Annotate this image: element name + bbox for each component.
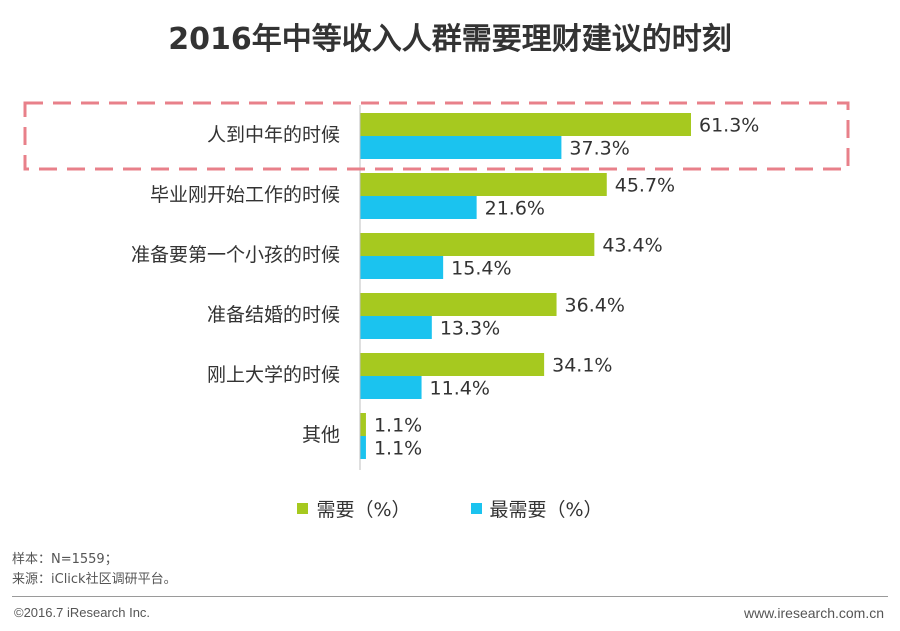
category-label: 准备要第一个小孩的时候 bbox=[131, 244, 340, 266]
value-label-most-need: 1.1% bbox=[374, 438, 422, 460]
bar-most-need bbox=[360, 196, 477, 219]
source-note: 来源：iClick社区调研平台。 bbox=[12, 572, 177, 587]
chart-title: 2016年中等收入人群需要理财建议的时刻 bbox=[168, 22, 732, 57]
value-label-need: 45.7% bbox=[615, 175, 675, 197]
bar-need bbox=[360, 413, 366, 436]
value-label-need: 1.1% bbox=[374, 415, 422, 437]
highlight-box bbox=[23, 101, 850, 171]
legend-label-most-need: 最需要（%） bbox=[489, 499, 603, 521]
bar-most-need bbox=[360, 136, 562, 159]
value-label-most-need: 15.4% bbox=[451, 258, 511, 280]
bar-most-need bbox=[360, 316, 432, 339]
value-label-need: 34.1% bbox=[552, 355, 612, 377]
legend-item-most-need: 最需要（%） bbox=[470, 495, 603, 522]
bar-need bbox=[360, 353, 545, 376]
category-label: 准备结婚的时候 bbox=[207, 304, 340, 326]
bar-most-need bbox=[360, 436, 366, 459]
bar-most-need bbox=[360, 256, 444, 279]
legend: 需要（%） 最需要（%） bbox=[0, 495, 900, 522]
copyright: ©2016.7 iResearch Inc. bbox=[14, 605, 151, 620]
value-label-need: 61.3% bbox=[699, 115, 759, 137]
bar-chart: 人到中年的时候 61.3% 37.3% 毕业刚开始工作的时候 45.7% 21.6% 准备要… bbox=[23, 101, 850, 470]
value-label-most-need: 37.3% bbox=[569, 138, 629, 160]
category-label: 其他 bbox=[302, 424, 340, 446]
bar-need bbox=[360, 173, 607, 196]
footer-divider bbox=[12, 596, 888, 597]
value-label-need: 43.4% bbox=[602, 235, 662, 257]
website: www.iresearch.com.cn bbox=[743, 605, 884, 621]
value-label-most-need: 11.4% bbox=[430, 378, 490, 400]
legend-item-need: 需要（%） bbox=[297, 495, 411, 522]
category-label: 毕业刚开始工作的时候 bbox=[150, 184, 340, 206]
legend-swatch-most-need bbox=[470, 503, 482, 514]
legend-label-need: 需要（%） bbox=[316, 499, 411, 521]
bar-need bbox=[360, 233, 595, 256]
category-label: 人到中年的时候 bbox=[207, 124, 340, 146]
category-label: 刚上大学的时候 bbox=[207, 364, 340, 386]
bar-most-need bbox=[360, 376, 422, 399]
legend-swatch-need bbox=[297, 503, 309, 514]
bar-need bbox=[360, 293, 557, 316]
value-label-most-need: 13.3% bbox=[440, 318, 500, 340]
bar-need bbox=[360, 113, 691, 136]
value-label-most-need: 21.6% bbox=[485, 198, 545, 220]
value-label-need: 36.4% bbox=[565, 295, 625, 317]
sample-note: 样本：N=1559； bbox=[12, 552, 118, 567]
